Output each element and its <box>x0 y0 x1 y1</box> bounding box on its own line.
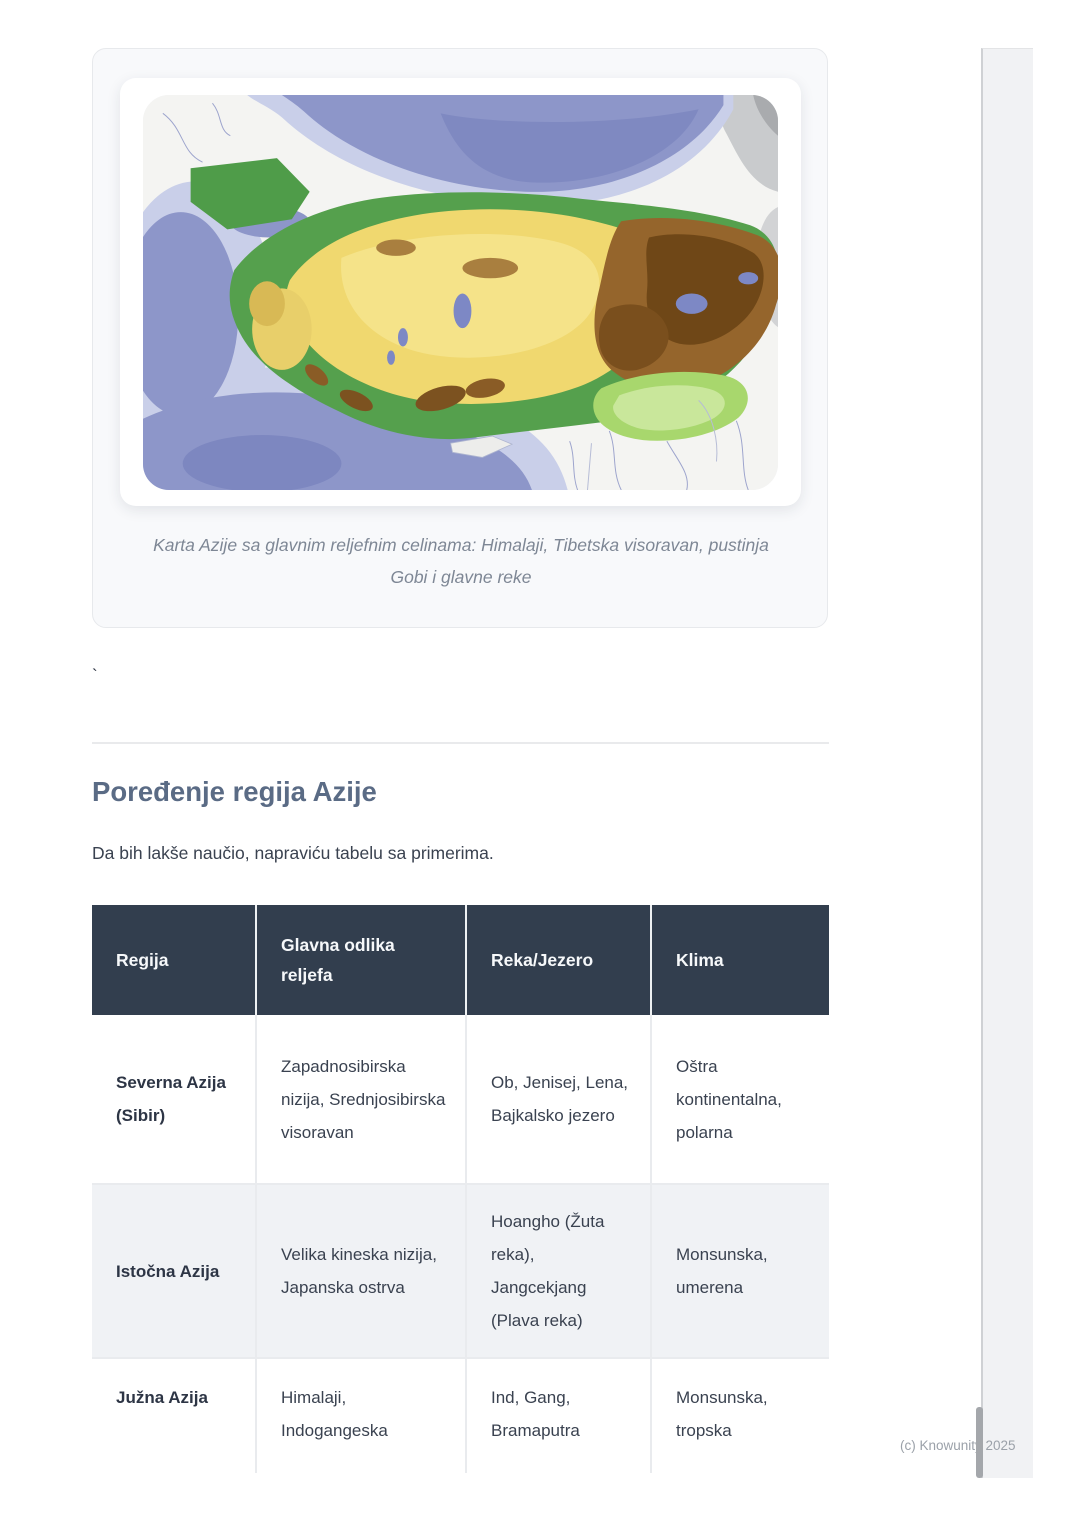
cell-reljef: Zapadnosibirska nizija, Srednjosibirska … <box>257 1015 467 1185</box>
cell-reka: Ob, Jenisej, Lena, Bajkalsko jezero <box>467 1015 652 1185</box>
copyright-watermark: (c) Knowunity 2025 <box>900 1438 1016 1453</box>
table-row: Južna Azija Himalaji, Indogangeska Ind, … <box>92 1359 829 1473</box>
cell-reka: Ind, Gang, Bramaputra <box>467 1359 652 1473</box>
next-page-preview <box>981 48 1033 1478</box>
scrollbar-thumb[interactable] <box>976 1407 983 1478</box>
table-header-reka: Reka/Jezero <box>467 905 652 1015</box>
cell-klima: Oštra kontinentalna, polarna <box>652 1015 829 1185</box>
stray-backtick: ` <box>92 666 98 685</box>
table-header-reljef: Glavna odlika reljefa <box>257 905 467 1015</box>
cell-reljef: Himalaji, Indogangeska <box>257 1359 467 1473</box>
figure-caption: Karta Azije sa glavnim reljefnim celinam… <box>153 535 769 587</box>
map-card <box>120 78 801 506</box>
table-row: Istočna Azija Velika kineska nizija, Jap… <box>92 1185 829 1359</box>
section-divider <box>92 742 829 744</box>
map-image <box>143 95 778 490</box>
relief-map-graphic <box>143 95 778 490</box>
table-header-row: Regija Glavna odlika reljefa Reka/Jezero… <box>92 905 829 1015</box>
cell-reljef: Velika kineska nizija, Japanska ostrva <box>257 1185 467 1359</box>
table-header-klima: Klima <box>652 905 829 1015</box>
cell-regija: Istočna Azija <box>92 1185 257 1359</box>
cell-klima: Monsunska, tropska <box>652 1359 829 1473</box>
cell-regija: Južna Azija <box>92 1359 257 1473</box>
figure-card: Karta Azije sa glavnim reljefnim celinam… <box>92 48 828 628</box>
section-title: Poređenje regija Azije <box>92 776 377 807</box>
table-row: Severna Azija (Sibir) Zapadnosibirska ni… <box>92 1015 829 1185</box>
section-intro: Da bih lakše naučio, napraviću tabelu sa… <box>92 843 494 863</box>
table-header-regija: Regija <box>92 905 257 1015</box>
cell-klima: Monsunska, umerena <box>652 1185 829 1359</box>
comparison-table: Regija Glavna odlika reljefa Reka/Jezero… <box>92 905 829 1473</box>
cell-regija: Severna Azija (Sibir) <box>92 1015 257 1185</box>
cell-reka: Hoangho (Žuta reka), Jangcekjang (Plava … <box>467 1185 652 1359</box>
